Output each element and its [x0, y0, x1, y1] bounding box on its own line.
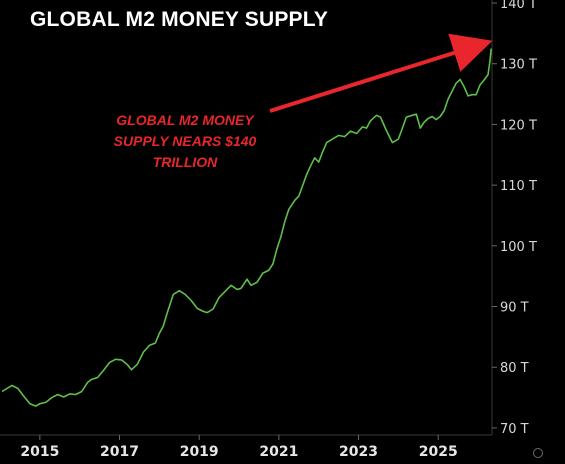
annotation-line-3: TRILLION — [152, 154, 218, 170]
chart-series-layer — [1, 48, 492, 407]
annotation-text: GLOBAL M2 MONEY SUPPLY NEARS $140 TRILLI… — [100, 110, 270, 173]
annotation-arrow-layer — [269, 33, 493, 113]
x-tick-label: 2021 — [259, 444, 298, 460]
y-tick-label: 120 T — [500, 118, 537, 133]
chart-title: GLOBAL M2 MONEY SUPPLY — [30, 8, 329, 31]
y-tick-label: 80 T — [500, 361, 529, 376]
watermark-logo — [533, 448, 543, 458]
chart-axes: 140 T 130 T 120 T 110 T 100 T 90 T 80 T 70 T 201… — [0, 0, 537, 460]
x-tick-label: 2025 — [419, 444, 458, 460]
x-tick-label: 2015 — [20, 444, 59, 460]
y-tick-label: 110 T — [500, 179, 537, 194]
x-tick-label: 2023 — [339, 444, 378, 460]
x-tick-label: 2017 — [100, 444, 139, 460]
annotation-line-1: GLOBAL M2 MONEY — [116, 112, 254, 128]
annotation-arrow — [269, 33, 493, 113]
x-tick-label: 2019 — [180, 444, 219, 460]
annotation-line-2: SUPPLY NEARS $140 — [113, 133, 257, 149]
y-tick-label: 90 T — [500, 301, 529, 316]
y-tick-label: 140 T — [500, 0, 537, 12]
y-tick-label: 100 T — [500, 240, 537, 255]
y-tick-label: 130 T — [500, 58, 537, 73]
y-tick-label: 70 T — [500, 422, 529, 437]
series-line — [1, 48, 492, 407]
